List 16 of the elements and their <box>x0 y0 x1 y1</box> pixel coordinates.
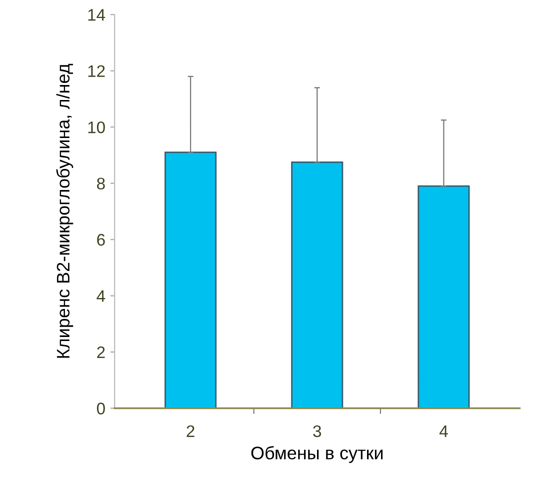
y-tick-label: 14 <box>88 9 106 21</box>
y-tick-label: 12 <box>88 65 105 77</box>
x-tick-label: 2 <box>186 425 194 437</box>
y-axis-title: Клиренс В2-микроглобулина, л/нед <box>56 64 74 358</box>
y-tick-label: 0 <box>96 402 105 414</box>
bar <box>418 185 470 408</box>
bar <box>291 162 344 408</box>
y-tick-label: 4 <box>96 290 106 302</box>
y-tick-label: 8 <box>97 178 105 190</box>
x-tick-label: 3 <box>313 425 322 438</box>
x-tick-label: 4 <box>439 426 448 437</box>
bar <box>164 152 217 408</box>
y-tick-label: 10 <box>88 121 105 134</box>
y-tick-label: 6 <box>97 234 105 246</box>
y-tick-label: 2 <box>97 346 105 358</box>
x-axis-title: Обмены в сутки <box>251 446 383 463</box>
